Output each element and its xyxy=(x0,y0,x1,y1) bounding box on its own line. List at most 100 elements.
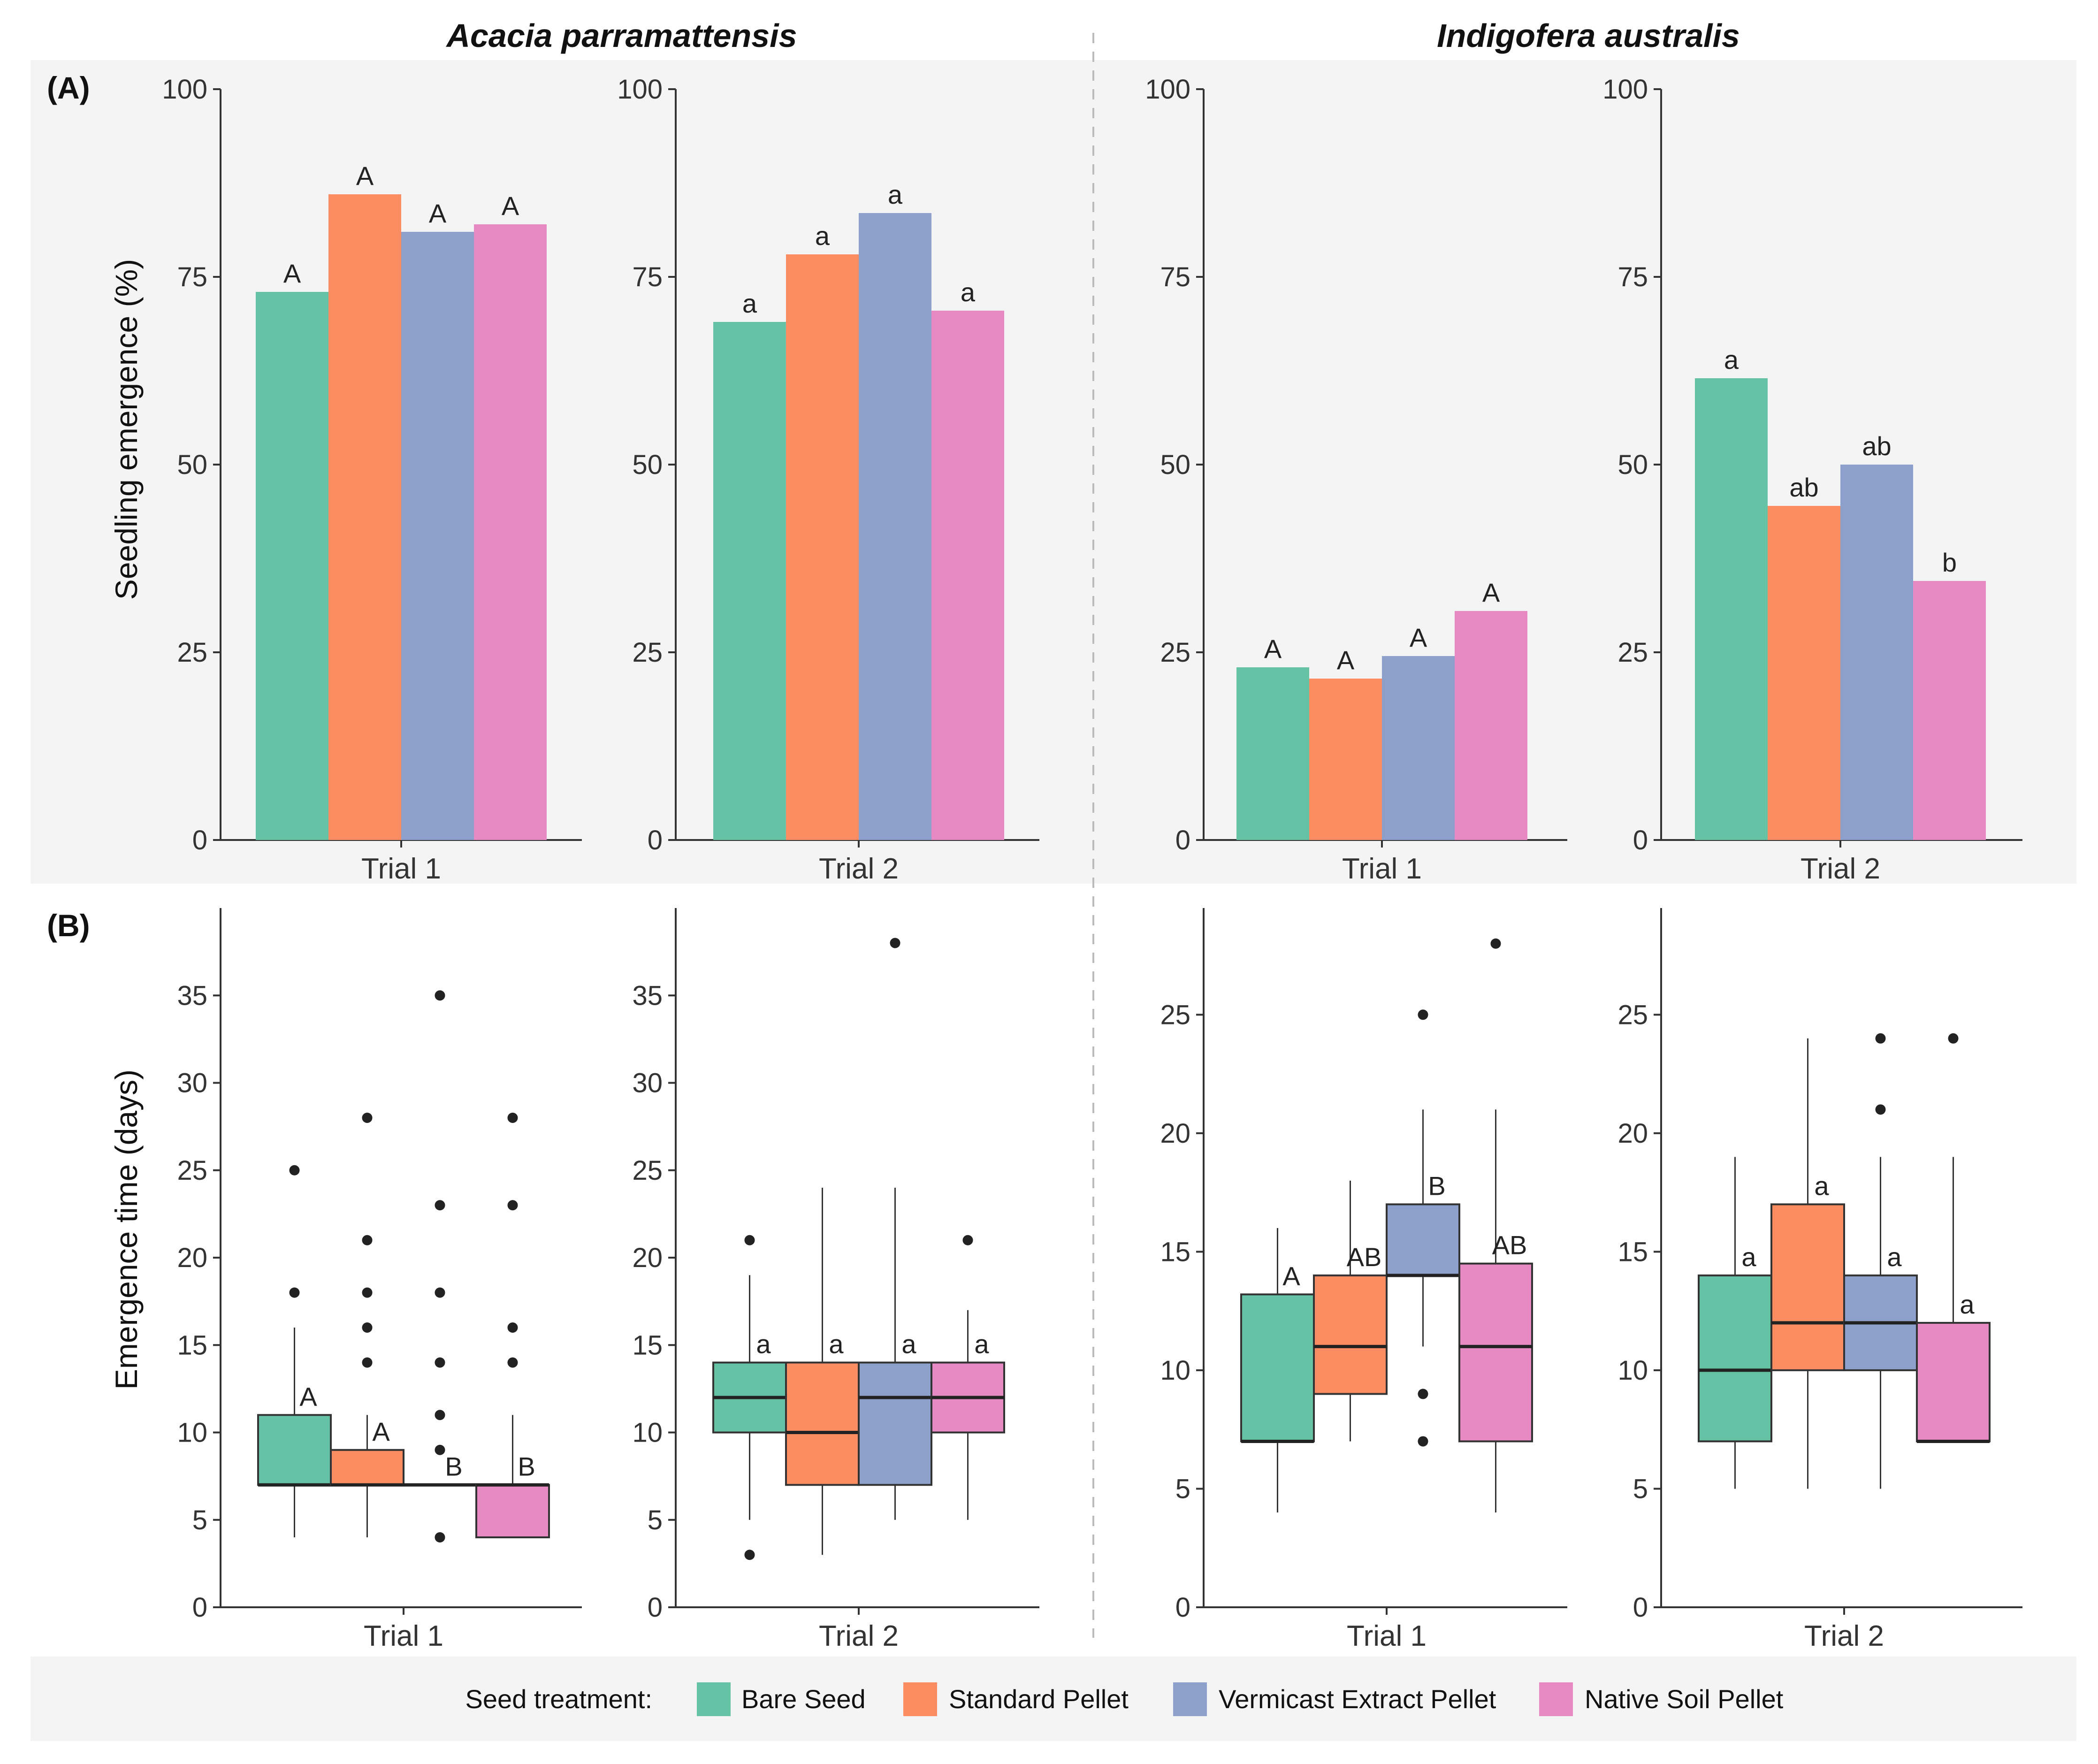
y-tick-label: 20 xyxy=(1160,1118,1190,1149)
outlier-point xyxy=(435,1200,445,1211)
bar-letter-bare-seed: A xyxy=(283,259,301,288)
outlier-point xyxy=(507,1322,518,1333)
legend-label-vermicast-pellet: Vermicast Extract Pellet xyxy=(1219,1684,1496,1714)
x-tick-label: Trial 2 xyxy=(819,1620,899,1652)
y-tick-label: 0 xyxy=(1633,825,1648,855)
panel-label-b: (B) xyxy=(47,908,90,943)
box-standard-pellet xyxy=(1313,1274,1388,1395)
bar-letter-vermicast-pellet: A xyxy=(429,199,447,228)
y-tick-label: 5 xyxy=(192,1505,207,1535)
legend-background xyxy=(31,1657,2076,1741)
panel-b-3: 0 5 10 15 20 25 Trial 1 A AB B AB xyxy=(1160,908,1567,1652)
box-letter-native-soil-pellet: AB xyxy=(1492,1230,1527,1260)
y-tick-label: 25 xyxy=(1617,1000,1648,1030)
x-tick-label: Trial 1 xyxy=(1342,853,1422,885)
y-tick-label: 0 xyxy=(648,1592,663,1623)
outlier-point xyxy=(435,1287,445,1298)
y-tick-label: 50 xyxy=(1160,450,1190,480)
y-tick-label: 0 xyxy=(1175,825,1190,855)
y-tick-label: 75 xyxy=(1160,262,1190,292)
legend: Seed treatment: Bare Seed Standard Pelle… xyxy=(465,1682,1784,1716)
y-tick-label: 100 xyxy=(1602,74,1648,105)
panel-a-4: 0 25 50 75 100 Trial 2 a ab ab b xyxy=(1602,74,2022,885)
legend-swatch-bare-seed xyxy=(697,1682,731,1716)
y-tick-label: 25 xyxy=(1617,637,1648,668)
bar-vermicast-pellet xyxy=(1840,465,1913,840)
bar-bare-seed xyxy=(256,292,328,840)
bar-letter-standard-pellet: a xyxy=(815,221,830,251)
outlier-point xyxy=(507,1113,518,1123)
box-letter-standard-pellet: AB xyxy=(1347,1242,1382,1272)
bar-letter-bare-seed: a xyxy=(1724,345,1739,374)
outlier-point xyxy=(1875,1104,1886,1115)
y-tick-label: 5 xyxy=(1175,1474,1190,1504)
outlier-point xyxy=(507,1200,518,1211)
x-tick-label: Trial 2 xyxy=(1804,1620,1884,1652)
outlier-point xyxy=(362,1322,373,1333)
outlier-point xyxy=(1875,1033,1886,1044)
box-standard-pellet xyxy=(1770,1203,1845,1371)
outlier-point xyxy=(1418,1436,1428,1447)
outlier-point xyxy=(435,1410,445,1420)
box-vermicast-pellet xyxy=(858,1361,932,1486)
outlier-point xyxy=(362,1235,373,1245)
bar-native-soil-pellet xyxy=(1455,611,1527,840)
box-standard-pellet xyxy=(785,1361,860,1486)
y-tick-label: 0 xyxy=(648,825,663,855)
y-tick-label: 15 xyxy=(177,1330,207,1360)
y-tick-label: 35 xyxy=(177,980,207,1011)
y-tick-label: 25 xyxy=(177,1155,207,1186)
legend-title: Seed treatment: xyxy=(465,1684,652,1714)
bar-bare-seed xyxy=(713,322,786,840)
y-axis-title-a: Seedling emergence (%) xyxy=(109,259,144,600)
box-letter-bare-seed: A xyxy=(1282,1261,1300,1291)
bar-vermicast-pellet xyxy=(859,213,931,840)
bar-bare-seed xyxy=(1236,667,1309,840)
y-tick-label: 25 xyxy=(632,637,663,668)
box-letter-native-soil-pellet: a xyxy=(1960,1290,1975,1319)
species-title-right: Indigofera australis xyxy=(1437,17,1740,54)
box-letter-vermicast-pellet: a xyxy=(901,1329,916,1359)
outlier-point xyxy=(289,1165,300,1176)
outlier-point xyxy=(289,1287,300,1298)
y-tick-label: 25 xyxy=(1160,1000,1190,1030)
bar-letter-vermicast-pellet: ab xyxy=(1862,431,1891,461)
outlier-point xyxy=(890,938,900,948)
y-tick-label: 100 xyxy=(162,74,207,105)
outlier-point xyxy=(1948,1033,1959,1044)
outlier-point xyxy=(435,1532,445,1543)
bar-letter-native-soil-pellet: a xyxy=(961,277,976,307)
outlier-point xyxy=(362,1357,373,1368)
outlier-point xyxy=(1418,1389,1428,1399)
box-letter-bare-seed: A xyxy=(299,1382,317,1411)
legend-label-native-soil-pellet: Native Soil Pellet xyxy=(1585,1684,1784,1714)
box-letter-standard-pellet: a xyxy=(829,1329,844,1359)
y-tick-label: 20 xyxy=(1617,1118,1648,1149)
y-tick-label: 10 xyxy=(632,1418,663,1448)
box-native-soil-pellet xyxy=(1458,1262,1533,1443)
box-native-soil-pellet xyxy=(475,1484,550,1538)
box-letter-native-soil-pellet: a xyxy=(974,1329,989,1359)
outlier-point xyxy=(362,1287,373,1298)
x-tick-label: Trial 1 xyxy=(1347,1620,1427,1652)
bar-letter-native-soil-pellet: A xyxy=(502,191,519,221)
y-tick-label: 20 xyxy=(177,1243,207,1273)
bar-native-soil-pellet xyxy=(1913,581,1986,840)
box-native-soil-pellet xyxy=(1916,1321,1991,1443)
x-tick-label: Trial 2 xyxy=(819,853,899,885)
outlier-point xyxy=(744,1550,755,1560)
y-axis-title-b: Emergence time (days) xyxy=(109,1069,144,1390)
box-letter-vermicast-pellet: B xyxy=(1428,1171,1445,1200)
y-tick-label: 0 xyxy=(192,825,207,855)
bar-vermicast-pellet xyxy=(1382,656,1455,840)
bar-letter-standard-pellet: ab xyxy=(1789,473,1818,502)
y-tick-label: 5 xyxy=(1633,1474,1648,1504)
bar-standard-pellet xyxy=(328,194,401,840)
y-tick-label: 75 xyxy=(177,262,207,292)
legend-label-bare-seed: Bare Seed xyxy=(741,1684,866,1714)
legend-swatch-vermicast-pellet xyxy=(1173,1682,1207,1716)
y-tick-label: 75 xyxy=(1617,262,1648,292)
outlier-point xyxy=(507,1357,518,1368)
y-tick-label: 25 xyxy=(1160,637,1190,668)
